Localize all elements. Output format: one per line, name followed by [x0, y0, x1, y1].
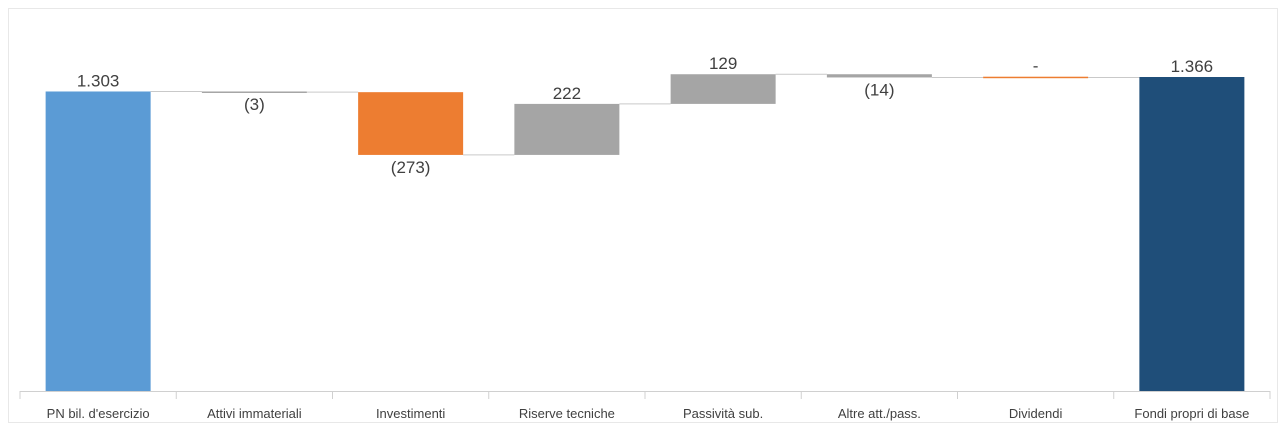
data-label-5: (14): [864, 80, 894, 99]
data-label-0: 1.303: [77, 71, 120, 90]
data-label-1: (3): [244, 95, 265, 114]
x-tick-label-3: Riserve tecniche: [519, 406, 615, 421]
x-tick-label-0: PN bil. d'esercizio: [47, 406, 150, 421]
data-label-2: (273): [391, 158, 431, 177]
bar-2: [358, 92, 464, 155]
data-label-4: 129: [709, 54, 737, 73]
bar-0: [45, 91, 151, 392]
bar-7: [1139, 77, 1245, 391]
x-tick-label-4: Passività sub.: [683, 406, 763, 421]
x-tick-label-5: Altre att./pass.: [838, 406, 921, 421]
bar-4: [670, 74, 776, 104]
bar-6: [983, 76, 1089, 79]
x-tick-label-7: Fondi propri di base: [1134, 406, 1249, 421]
x-tick-label-6: Dividendi: [1009, 406, 1063, 421]
data-label-7: 1.366: [1171, 57, 1214, 76]
bar-1: [201, 91, 307, 93]
x-tick-label-1: Attivi immateriali: [207, 406, 302, 421]
bar-3: [514, 103, 620, 155]
data-label-6: -: [1033, 57, 1039, 76]
x-tick-label-2: Investimenti: [376, 406, 445, 421]
chart-frame: [8, 8, 1278, 423]
bar-5: [826, 74, 932, 78]
data-label-3: 222: [553, 84, 581, 103]
